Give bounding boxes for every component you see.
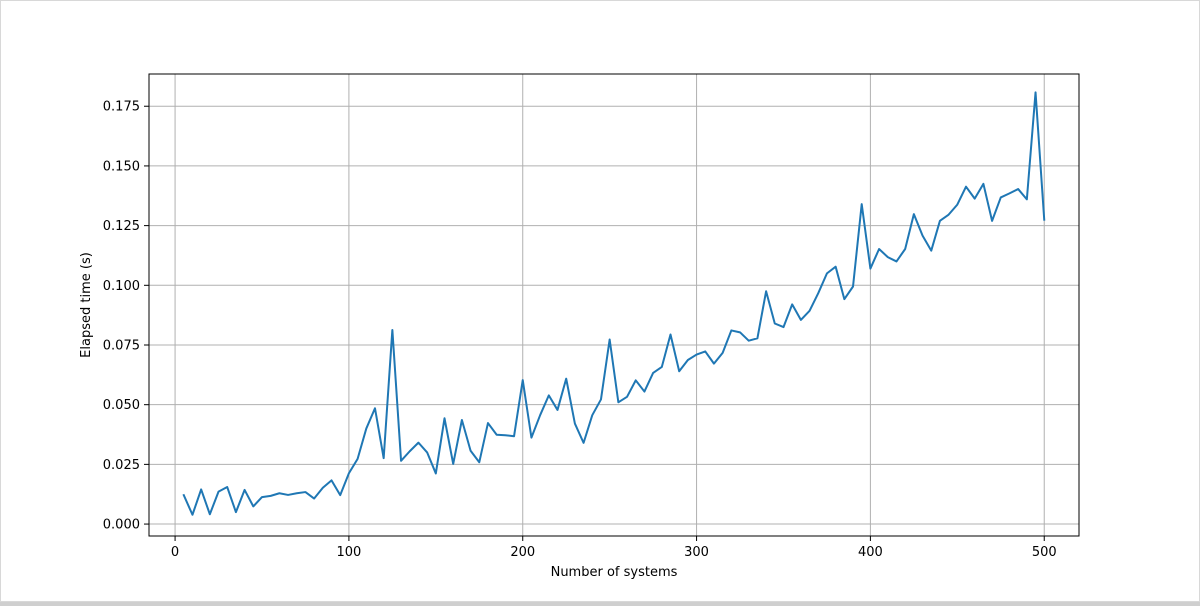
plot-area [182,91,1046,516]
y-tick-label: 0.150 [103,159,140,174]
x-tick-label: 200 [510,545,535,560]
window-bottom-edge [0,602,1200,606]
y-tick-label: 0.175 [103,100,140,115]
x-tick-label: 500 [1032,545,1057,560]
axes-frame [148,73,1080,537]
y-tick-label: 0.125 [103,219,140,234]
x-tick-label: 0 [171,545,179,560]
x-tick-label: 400 [858,545,883,560]
y-tick-label: 0.100 [103,279,140,294]
y-tick-label: 0.075 [103,338,140,353]
y-axis-ticks: 0.000 0.025 0.050 0.075 0.100 0.125 0.150 0.175 [103,100,149,533]
y-tick-label: 0.000 [103,518,140,533]
x-axis-ticks: 0 100 200 300 400 500 [171,536,1057,560]
x-tick-label: 300 [684,545,709,560]
y-tick-label: 0.050 [103,398,140,413]
y-tick-label: 0.025 [103,458,140,473]
y-axis-label: Elapsed time (s) [79,252,94,358]
gridlines [149,74,1079,536]
x-tick-label: 100 [336,545,361,560]
series-line [182,91,1046,516]
x-axis-label: Number of systems [551,565,678,580]
